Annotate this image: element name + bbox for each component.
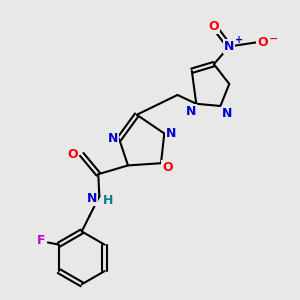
Text: N: N (185, 105, 196, 118)
Text: +: + (235, 35, 243, 45)
Text: H: H (103, 194, 113, 207)
Text: N: N (222, 107, 232, 120)
Text: −: − (268, 34, 278, 44)
Text: F: F (37, 234, 46, 247)
Text: O: O (257, 36, 268, 49)
Text: O: O (208, 20, 219, 33)
Text: O: O (162, 161, 173, 174)
Text: O: O (68, 148, 78, 161)
Text: N: N (224, 40, 234, 53)
Text: N: N (86, 192, 97, 205)
Text: N: N (107, 133, 118, 146)
Text: N: N (166, 127, 176, 140)
